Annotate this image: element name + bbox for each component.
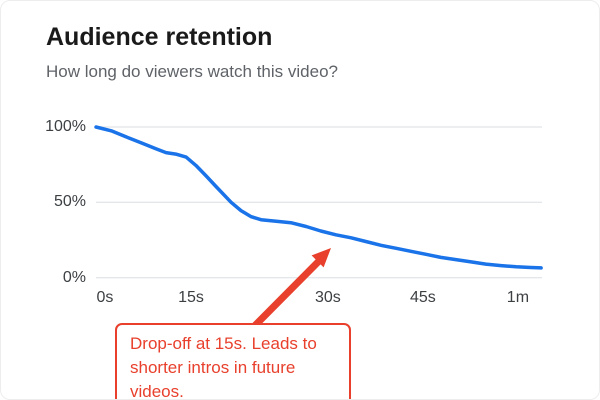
annotation-callout: Drop-off at 15s. Leads to shorter intros… xyxy=(115,323,351,400)
page-subtitle: How long do viewers watch this video? xyxy=(46,62,338,81)
y-tick-label: 0% xyxy=(62,268,86,286)
page-title: Audience retention xyxy=(46,23,273,51)
retention-line xyxy=(94,125,543,270)
x-tick-label: 15s xyxy=(178,289,204,306)
x-tick-label: 0s xyxy=(96,289,114,306)
y-tick-label: 50% xyxy=(53,193,86,211)
x-tick-label: 30s xyxy=(315,289,341,306)
arrow-head xyxy=(311,248,331,268)
arrow-shaft xyxy=(250,257,323,330)
y-tick-label: 100% xyxy=(45,118,86,135)
x-tick-label: 45s xyxy=(410,289,436,306)
x-tick-label: 1m xyxy=(506,289,530,306)
gridlines xyxy=(96,126,542,279)
annotation-text: Drop-off at 15s. Leads to shorter intros… xyxy=(130,334,317,400)
annotation-arrow-icon xyxy=(250,248,331,330)
